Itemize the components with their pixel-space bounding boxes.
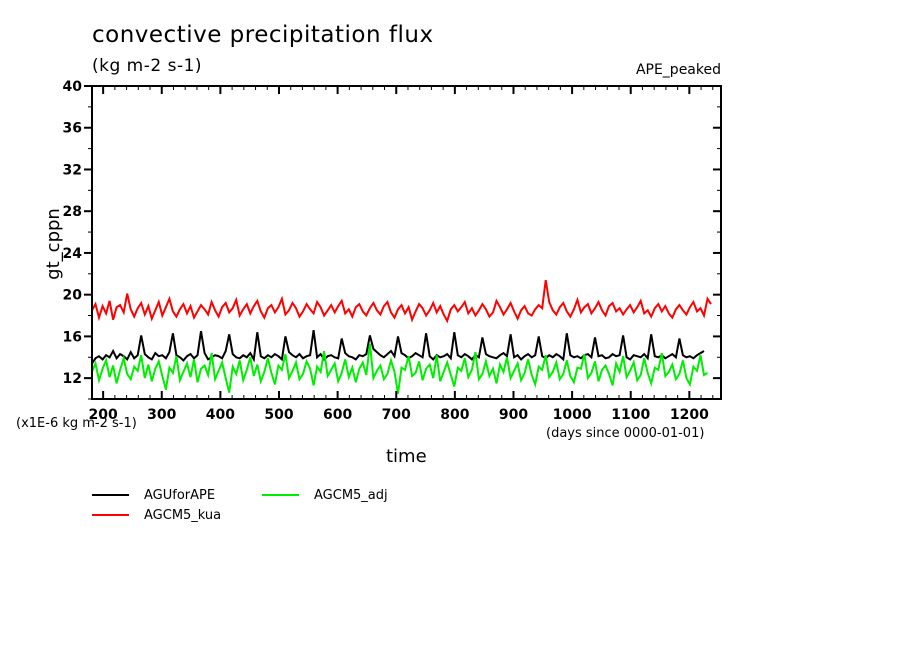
axes-layer: 200 300 400 500 600 700 800 900 1000 1100 1200 12 16… [63,79,722,423]
x-tick-label: 900 [499,407,528,423]
x-axis-label: time [386,446,427,467]
chart-title: convective precipitation flux [92,22,434,48]
legend-label: AGUforAPE [144,487,216,503]
y-tick-label: 40 [63,79,83,95]
y-tick-label: 16 [63,329,82,345]
y-tick-label: 28 [63,204,82,220]
chart-units-subtitle: (kg m-2 s-1) [92,56,203,76]
x-tick-label: 500 [264,407,293,423]
legend-swatch [92,494,129,496]
x-tick-label: 1200 [670,407,709,423]
x-tick-label: 700 [382,407,411,423]
experiment-label: APE_peaked [635,62,721,78]
plot-frame [91,85,722,400]
series-line-agcm5-adj [91,343,709,394]
x-tick-label: 1000 [553,407,592,423]
legend-label: AGCM5_kua [144,507,222,523]
y-axis-scale-note: (x1E-6 kg m-2 s-1) [16,416,137,431]
legend-item-aguforape: AGUforAPE [92,487,215,503]
legend-item-agcm5-kua: AGCM5_kua [92,507,221,523]
legend-swatch [262,494,299,496]
x-tick-label: 400 [206,407,235,423]
legend-label: AGCM5_adj [314,487,388,503]
y-axis-label: gt_cppn [43,208,64,280]
series-line-agcm5-kua [91,279,712,324]
x-axis-origin-note: (days since 0000-01-01) [546,426,705,441]
y-tick-label: 36 [63,121,82,137]
x-tick-label: 1100 [611,407,650,423]
legend-item-agcm5-adj: AGCM5_adj [262,487,388,503]
series-line-aguforape [91,329,705,365]
series-layer [91,279,712,394]
x-tick-label: 800 [440,407,469,423]
x-tick-label: 300 [147,407,176,423]
y-tick-label: 32 [63,162,82,178]
legend-swatch [92,514,129,516]
y-tick-label: 20 [63,288,83,304]
x-tick-label: 200 [89,407,118,423]
y-tick-label: 24 [63,246,83,262]
y-tick-label: 12 [63,371,82,387]
x-tick-label: 600 [323,407,352,423]
